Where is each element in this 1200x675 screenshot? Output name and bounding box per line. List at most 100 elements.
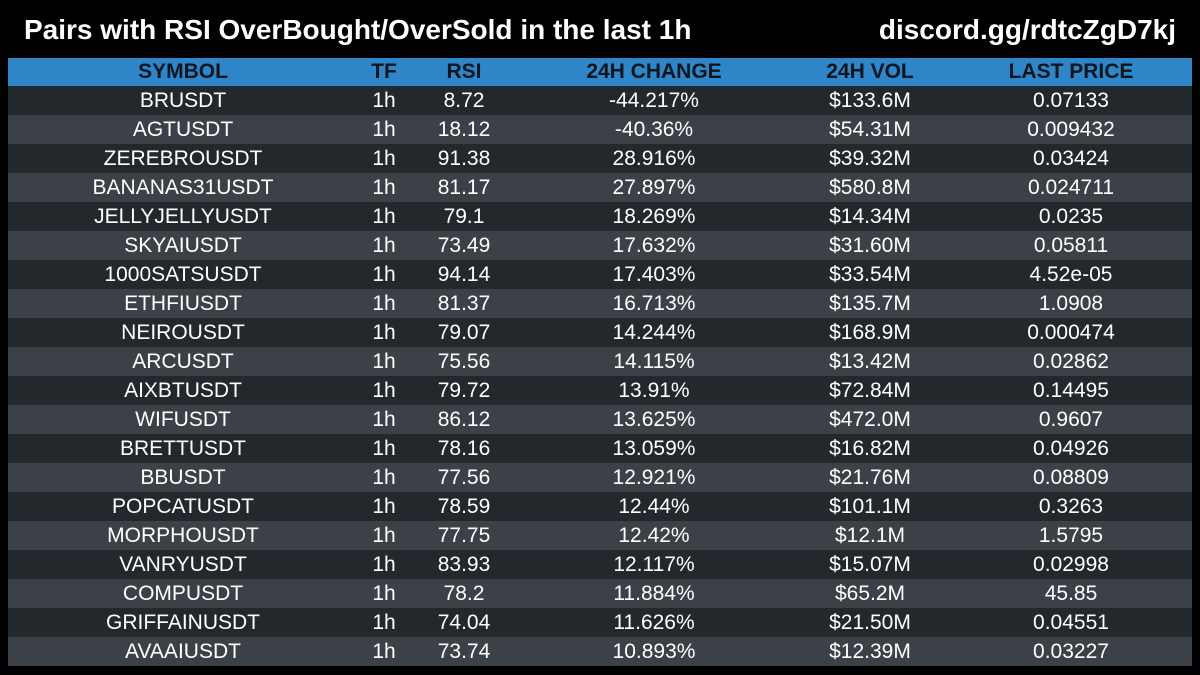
rsi-cell: 73.74 bbox=[410, 637, 518, 666]
column-header-last-price[interactable]: LAST PRICE bbox=[950, 58, 1192, 86]
column-header-24h-vol[interactable]: 24H VOL bbox=[790, 58, 950, 86]
volume-cell: $472.0M bbox=[790, 405, 950, 434]
price-cell: 0.04926 bbox=[950, 434, 1192, 463]
symbol-cell: BBUSDT bbox=[8, 463, 358, 492]
rsi-cell: 79.1 bbox=[410, 202, 518, 231]
price-cell: 0.03424 bbox=[950, 144, 1192, 173]
tf-cell: 1h bbox=[358, 86, 410, 115]
header-row: SYMBOL TF RSI 24H CHANGE 24H VOL LAST PR… bbox=[8, 58, 1192, 86]
change-cell: 10.893% bbox=[518, 637, 790, 666]
tf-cell: 1h bbox=[358, 260, 410, 289]
table-row: BRETTUSDT 1h 78.16 13.059% $16.82M 0.04926 bbox=[8, 434, 1192, 463]
rsi-cell: 78.16 bbox=[410, 434, 518, 463]
table-row: WIFUSDT 1h 86.12 13.625% $472.0M 0.9607 bbox=[8, 405, 1192, 434]
change-cell: 28.916% bbox=[518, 144, 790, 173]
price-cell: 45.85 bbox=[950, 579, 1192, 608]
tf-cell: 1h bbox=[358, 637, 410, 666]
volume-cell: $65.2M bbox=[790, 579, 950, 608]
price-cell: 0.02998 bbox=[950, 550, 1192, 579]
table-header: SYMBOL TF RSI 24H CHANGE 24H VOL LAST PR… bbox=[8, 58, 1192, 86]
tf-cell: 1h bbox=[358, 318, 410, 347]
volume-cell: $101.1M bbox=[790, 492, 950, 521]
symbol-cell: WIFUSDT bbox=[8, 405, 358, 434]
symbol-cell: ARCUSDT bbox=[8, 347, 358, 376]
volume-cell: $21.50M bbox=[790, 608, 950, 637]
tf-cell: 1h bbox=[358, 173, 410, 202]
change-cell: 14.115% bbox=[518, 347, 790, 376]
rsi-cell: 83.93 bbox=[410, 550, 518, 579]
column-header-tf[interactable]: TF bbox=[358, 58, 410, 86]
column-header-rsi[interactable]: RSI bbox=[410, 58, 518, 86]
rsi-cell: 75.56 bbox=[410, 347, 518, 376]
volume-cell: $135.7M bbox=[790, 289, 950, 318]
change-cell: 16.713% bbox=[518, 289, 790, 318]
price-cell: 0.9607 bbox=[950, 405, 1192, 434]
price-cell: 4.52e-05 bbox=[950, 260, 1192, 289]
table-row: ETHFIUSDT 1h 81.37 16.713% $135.7M 1.0908 bbox=[8, 289, 1192, 318]
price-cell: 0.024711 bbox=[950, 173, 1192, 202]
table-row: MORPHOUSDT 1h 77.75 12.42% $12.1M 1.5795 bbox=[8, 521, 1192, 550]
rsi-cell: 94.14 bbox=[410, 260, 518, 289]
symbol-cell: BANANAS31USDT bbox=[8, 173, 358, 202]
change-cell: 27.897% bbox=[518, 173, 790, 202]
tf-cell: 1h bbox=[358, 231, 410, 260]
symbol-cell: COMPUSDT bbox=[8, 579, 358, 608]
change-cell: 18.269% bbox=[518, 202, 790, 231]
symbol-cell: BRETTUSDT bbox=[8, 434, 358, 463]
symbol-cell: ZEREBROUSDT bbox=[8, 144, 358, 173]
rsi-cell: 8.72 bbox=[410, 86, 518, 115]
volume-cell: $16.82M bbox=[790, 434, 950, 463]
table-row: SKYAIUSDT 1h 73.49 17.632% $31.60M 0.05811 bbox=[8, 231, 1192, 260]
symbol-cell: SKYAIUSDT bbox=[8, 231, 358, 260]
volume-cell: $13.42M bbox=[790, 347, 950, 376]
price-cell: 0.009432 bbox=[950, 115, 1192, 144]
change-cell: 12.44% bbox=[518, 492, 790, 521]
table-row: AGTUSDT 1h 18.12 -40.36% $54.31M 0.009432 bbox=[8, 115, 1192, 144]
table-row: VANRYUSDT 1h 83.93 12.117% $15.07M 0.02998 bbox=[8, 550, 1192, 579]
column-header-24h-change[interactable]: 24H CHANGE bbox=[518, 58, 790, 86]
change-cell: 13.059% bbox=[518, 434, 790, 463]
price-cell: 0.000474 bbox=[950, 318, 1192, 347]
change-cell: 13.625% bbox=[518, 405, 790, 434]
rsi-cell: 77.56 bbox=[410, 463, 518, 492]
symbol-cell: VANRYUSDT bbox=[8, 550, 358, 579]
volume-cell: $133.6M bbox=[790, 86, 950, 115]
price-cell: 0.05811 bbox=[950, 231, 1192, 260]
table-row: JELLYJELLYUSDT 1h 79.1 18.269% $14.34M 0.0235 bbox=[8, 202, 1192, 231]
rsi-cell: 74.04 bbox=[410, 608, 518, 637]
volume-cell: $72.84M bbox=[790, 376, 950, 405]
price-cell: 0.0235 bbox=[950, 202, 1192, 231]
rsi-cell: 79.07 bbox=[410, 318, 518, 347]
change-cell: -40.36% bbox=[518, 115, 790, 144]
table-row: POPCATUSDT 1h 78.59 12.44% $101.1M 0.3263 bbox=[8, 492, 1192, 521]
symbol-cell: JELLYJELLYUSDT bbox=[8, 202, 358, 231]
price-cell: 0.08809 bbox=[950, 463, 1192, 492]
change-cell: -44.217% bbox=[518, 86, 790, 115]
symbol-cell: AGTUSDT bbox=[8, 115, 358, 144]
tf-cell: 1h bbox=[358, 289, 410, 318]
title-bar: Pairs with RSI OverBought/OverSold in th… bbox=[0, 0, 1200, 58]
symbol-cell: BRUSDT bbox=[8, 86, 358, 115]
price-cell: 0.14495 bbox=[950, 376, 1192, 405]
tf-cell: 1h bbox=[358, 115, 410, 144]
discord-link[interactable]: discord.gg/rdtcZgD7kj bbox=[878, 14, 1176, 45]
symbol-cell: 1000SATSUSDT bbox=[8, 260, 358, 289]
rsi-pairs-table: SYMBOL TF RSI 24H CHANGE 24H VOL LAST PR… bbox=[8, 58, 1192, 666]
change-cell: 17.403% bbox=[518, 260, 790, 289]
price-cell: 0.03227 bbox=[950, 637, 1192, 666]
table-row: AVAAIUSDT 1h 73.74 10.893% $12.39M 0.03227 bbox=[8, 637, 1192, 666]
tf-cell: 1h bbox=[358, 202, 410, 231]
change-cell: 17.632% bbox=[518, 231, 790, 260]
volume-cell: $12.39M bbox=[790, 637, 950, 666]
column-header-symbol[interactable]: SYMBOL bbox=[8, 58, 358, 86]
change-cell: 12.117% bbox=[518, 550, 790, 579]
price-cell: 1.5795 bbox=[950, 521, 1192, 550]
volume-cell: $21.76M bbox=[790, 463, 950, 492]
table-row: GRIFFAINUSDT 1h 74.04 11.626% $21.50M 0.04551 bbox=[8, 608, 1192, 637]
price-cell: 0.07133 bbox=[950, 86, 1192, 115]
table-row: BBUSDT 1h 77.56 12.921% $21.76M 0.08809 bbox=[8, 463, 1192, 492]
tf-cell: 1h bbox=[358, 405, 410, 434]
rsi-cell: 79.72 bbox=[410, 376, 518, 405]
tf-cell: 1h bbox=[358, 608, 410, 637]
tf-cell: 1h bbox=[358, 434, 410, 463]
